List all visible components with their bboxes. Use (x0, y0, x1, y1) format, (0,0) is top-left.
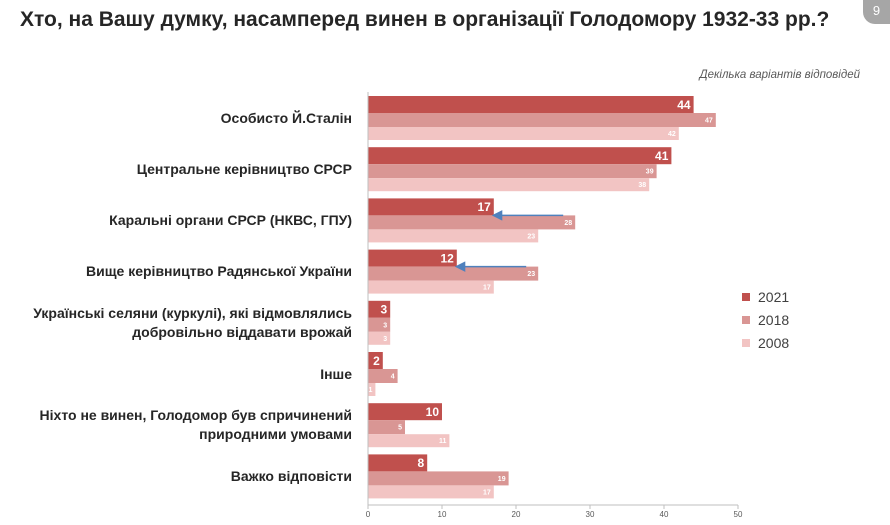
bar-2021-6 (368, 403, 442, 421)
data-label-2018-7: 19 (498, 476, 506, 483)
page-number-badge: 9 (863, 0, 890, 24)
legend-item-2021: 2021 (742, 287, 789, 307)
bar-2008-0 (368, 127, 679, 140)
data-label-2021-0: 44 (677, 98, 691, 112)
category-label-1: Центральне керівництво СРСР (136, 160, 352, 177)
category-label-2: Каральні органи СРСР (НКВС, ГПУ) (109, 211, 352, 228)
data-label-2021-4: 3 (381, 303, 388, 317)
category-label-3: Вище керівництво Радянської України (86, 263, 352, 280)
bar-2018-0 (368, 113, 716, 127)
x-tick-label-40: 40 (660, 510, 669, 519)
bar-2021-1 (368, 147, 672, 165)
data-label-2008-3: 17 (483, 285, 491, 292)
bar-2018-6 (368, 420, 405, 435)
legend-label-2008: 2008 (758, 335, 790, 351)
bar-2008-1 (368, 178, 650, 192)
data-label-2018-3: 23 (527, 271, 535, 278)
data-label-2021-6: 10 (426, 405, 440, 419)
bar-2018-2 (368, 215, 576, 230)
data-label-2008-0: 42 (668, 131, 676, 138)
data-label-2008-5: 1 (368, 387, 372, 394)
bar-2021-5 (368, 352, 383, 369)
bar-2008-3 (368, 280, 494, 294)
bar-2008-6 (368, 434, 450, 448)
x-tick-label-50: 50 (734, 510, 743, 519)
data-label-2021-1: 41 (655, 149, 669, 163)
data-label-2021-7: 8 (418, 456, 425, 470)
data-label-2008-2: 23 (527, 233, 535, 240)
legend-label-2021: 2021 (758, 289, 790, 305)
data-label-2021-2: 17 (477, 200, 491, 214)
bar-2021-3 (368, 249, 457, 267)
data-label-2021-3: 12 (440, 251, 454, 265)
bar-2008-2 (368, 229, 539, 243)
data-label-2008-7: 17 (483, 489, 491, 496)
bar-2018-1 (368, 164, 657, 179)
bar-2008-4 (368, 331, 391, 345)
bar-2021-0 (368, 96, 694, 113)
data-label-2008-1: 38 (638, 182, 646, 189)
data-label-2021-5: 2 (373, 354, 380, 368)
data-label-2018-0: 47 (705, 118, 713, 125)
bar-2018-3 (368, 266, 539, 281)
chart-subtitle: Декілька варіантів відповідей (699, 69, 860, 81)
data-label-2018-2: 28 (564, 220, 572, 227)
data-label-2008-4: 3 (383, 336, 387, 343)
category-label-4: Українські селяни (куркулі), які відмовл… (33, 304, 352, 340)
x-tick-label-10: 10 (438, 510, 447, 519)
data-label-2018-4: 3 (383, 322, 387, 329)
category-label-7: Важко відповісти (230, 467, 352, 484)
x-tick-label-30: 30 (586, 510, 595, 519)
legend-item-2018: 2018 (742, 310, 789, 330)
legend-item-2008: 2008 (742, 333, 789, 353)
data-label-2008-6: 11 (439, 438, 447, 445)
category-label-0: Особисто Й.Сталін (220, 109, 352, 126)
legend-label-2018: 2018 (758, 312, 790, 328)
data-label-2018-6: 5 (398, 425, 402, 432)
category-label-6: Ніхто не винен, Голодомор був спричинени… (39, 407, 352, 443)
data-label-2018-1: 39 (646, 169, 654, 176)
bar-2018-4 (368, 317, 391, 332)
x-tick-label-20: 20 (512, 510, 521, 519)
x-tick-label-0: 0 (366, 510, 371, 519)
bar-2021-7 (368, 454, 428, 472)
category-label-5: Інше (320, 365, 352, 382)
legend-swatch-2018 (742, 316, 750, 324)
legend-swatch-2008 (742, 339, 750, 347)
legend-swatch-2021 (742, 293, 750, 301)
bar-2021-2 (368, 198, 494, 216)
bar-2018-7 (368, 471, 509, 486)
bar-2021-4 (368, 300, 391, 318)
data-label-2018-5: 4 (391, 374, 395, 381)
bar-2008-5 (368, 383, 376, 396)
bar-2008-7 (368, 485, 494, 499)
bar-2018-5 (368, 369, 398, 383)
chart-title: Хто, на Вашу думку, насамперед винен в о… (20, 8, 830, 31)
